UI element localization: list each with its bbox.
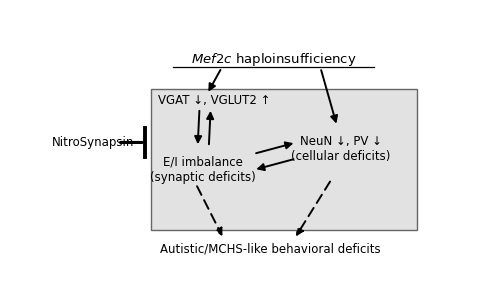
Text: NitroSynapsin: NitroSynapsin — [52, 136, 135, 149]
Text: E/I imbalance
(synaptic deficits): E/I imbalance (synaptic deficits) — [150, 156, 256, 184]
Text: $\it{Mef2c}$ haploinsufficiency: $\it{Mef2c}$ haploinsufficiency — [191, 51, 357, 68]
Text: Autistic/MCHS-like behavioral deficits: Autistic/MCHS-like behavioral deficits — [160, 243, 381, 256]
Text: VGAT ↓, VGLUT2 ↑: VGAT ↓, VGLUT2 ↑ — [158, 94, 271, 106]
FancyBboxPatch shape — [151, 89, 417, 230]
Text: NeuN ↓, PV ↓
(cellular deficits): NeuN ↓, PV ↓ (cellular deficits) — [291, 135, 391, 163]
